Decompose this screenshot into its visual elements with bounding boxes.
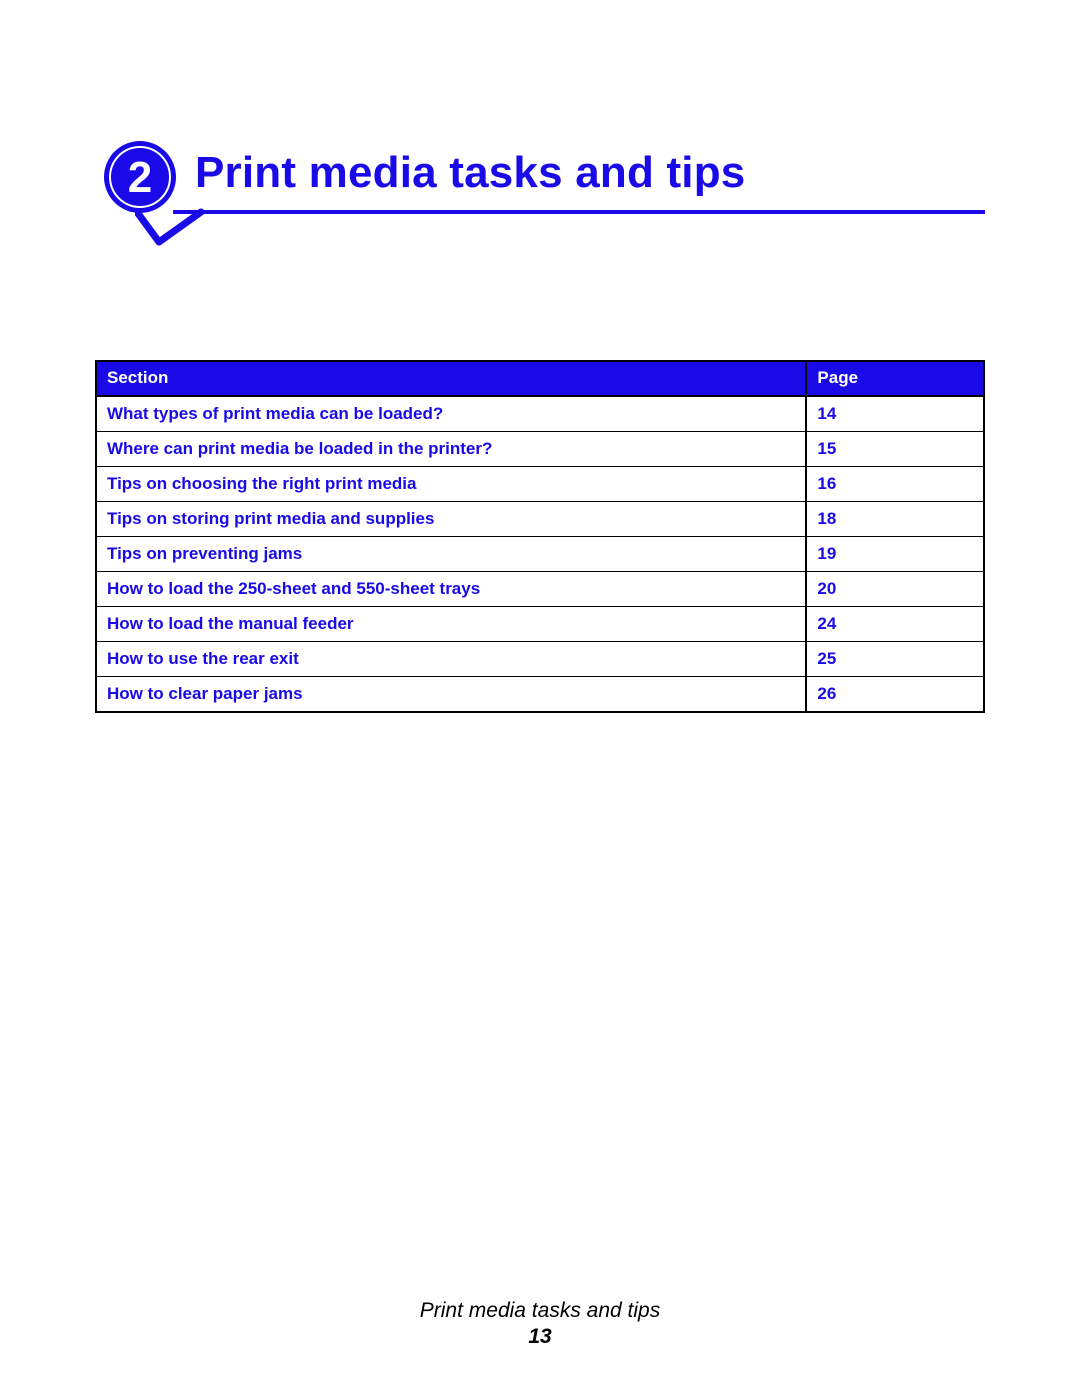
toc-page-link[interactable]: 15 xyxy=(806,432,984,467)
toc-header-row: Section Page xyxy=(96,361,984,396)
chapter-title: Print media tasks and tips xyxy=(195,148,745,198)
toc-section-link[interactable]: What types of print media can be loaded? xyxy=(96,396,806,432)
toc-page-link[interactable]: 20 xyxy=(806,572,984,607)
toc-row: Where can print media be loaded in the p… xyxy=(96,432,984,467)
toc-row: Tips on preventing jams 19 xyxy=(96,537,984,572)
toc-page-link[interactable]: 19 xyxy=(806,537,984,572)
toc-page-link[interactable]: 14 xyxy=(806,396,984,432)
toc-page-link[interactable]: 16 xyxy=(806,467,984,502)
chapter-tick-icon xyxy=(135,208,195,248)
document-page: 2 Print media tasks and tips Section Pag… xyxy=(0,0,1080,1397)
toc-section-link[interactable]: How to load the manual feeder xyxy=(96,607,806,642)
chapter-header: 2 Print media tasks and tips xyxy=(95,140,985,260)
toc-section-link[interactable]: How to use the rear exit xyxy=(96,642,806,677)
footer-page-number: 13 xyxy=(0,1325,1080,1349)
toc-row: What types of print media can be loaded?… xyxy=(96,396,984,432)
toc-section-link[interactable]: Tips on preventing jams xyxy=(96,537,806,572)
toc-page-link[interactable]: 26 xyxy=(806,677,984,713)
toc-section-link[interactable]: How to clear paper jams xyxy=(96,677,806,713)
toc-row: How to load the 250-sheet and 550-sheet … xyxy=(96,572,984,607)
toc-row: How to load the manual feeder 24 xyxy=(96,607,984,642)
toc-section-link[interactable]: Where can print media be loaded in the p… xyxy=(96,432,806,467)
page-footer: Print media tasks and tips 13 xyxy=(0,1299,1080,1349)
toc-row: Tips on choosing the right print media 1… xyxy=(96,467,984,502)
toc-section-link[interactable]: Tips on storing print media and supplies xyxy=(96,502,806,537)
toc-header-section: Section xyxy=(96,361,806,396)
chapter-badge: 2 xyxy=(103,140,177,214)
chapter-rule xyxy=(173,210,985,214)
toc-header-page: Page xyxy=(806,361,984,396)
toc-row: How to clear paper jams 26 xyxy=(96,677,984,713)
toc-table: Section Page What types of print media c… xyxy=(95,360,985,713)
toc-page-link[interactable]: 24 xyxy=(806,607,984,642)
toc-section-link[interactable]: Tips on choosing the right print media xyxy=(96,467,806,502)
toc-row: Tips on storing print media and supplies… xyxy=(96,502,984,537)
toc-row: How to use the rear exit 25 xyxy=(96,642,984,677)
toc-page-link[interactable]: 18 xyxy=(806,502,984,537)
toc-page-link[interactable]: 25 xyxy=(806,642,984,677)
toc-section-link[interactable]: How to load the 250-sheet and 550-sheet … xyxy=(96,572,806,607)
footer-title: Print media tasks and tips xyxy=(0,1299,1080,1323)
chapter-number: 2 xyxy=(128,153,152,202)
